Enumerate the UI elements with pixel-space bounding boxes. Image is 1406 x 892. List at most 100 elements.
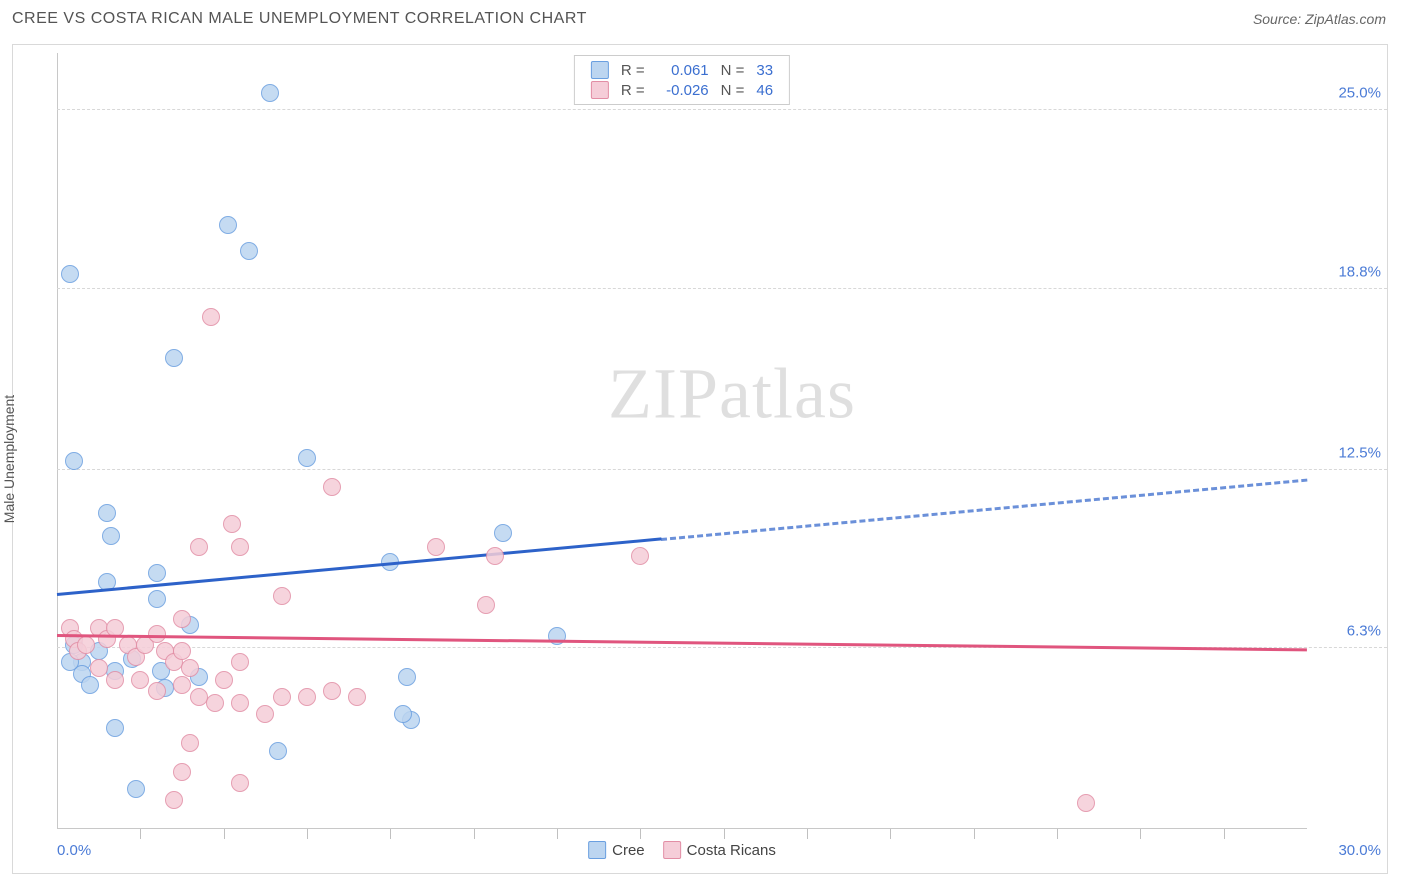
source-label: Source: (1253, 11, 1301, 27)
correlation-row: R =-0.026N =46 (585, 80, 779, 100)
legend-swatch (588, 841, 606, 859)
data-point (256, 705, 274, 723)
plot-area: ZIPatlas R =0.061N =33R =-0.026N =46 0.0… (57, 53, 1307, 829)
series-legend: Cree Costa Ricans (588, 841, 776, 859)
data-point (148, 590, 166, 608)
data-point (215, 671, 233, 689)
data-point (173, 676, 191, 694)
data-point (486, 547, 504, 565)
n-value: 46 (756, 82, 773, 99)
data-point (631, 547, 649, 565)
r-label: R = (615, 60, 651, 80)
data-point (298, 449, 316, 467)
watermark-light: atlas (719, 354, 856, 434)
legend-item: Costa Ricans (663, 841, 776, 859)
data-point (181, 659, 199, 677)
watermark: ZIPatlas (608, 353, 856, 436)
data-point (61, 265, 79, 283)
data-point (190, 688, 208, 706)
r-value: -0.026 (657, 82, 709, 99)
r-label: R = (615, 80, 651, 100)
x-max-label: 30.0% (1338, 842, 1381, 859)
data-point (219, 216, 237, 234)
trend-line (57, 538, 661, 597)
data-point (240, 242, 258, 260)
x-tick (890, 829, 891, 839)
data-point (231, 538, 249, 556)
watermark-bold: ZIP (608, 354, 719, 434)
data-point (427, 538, 445, 556)
data-point (1077, 794, 1095, 812)
legend-label: Costa Ricans (687, 842, 776, 859)
trend-line (57, 634, 1307, 651)
legend-swatch (591, 61, 609, 79)
gridline (57, 469, 1387, 470)
data-point (127, 780, 145, 798)
data-point (148, 682, 166, 700)
legend-swatch (663, 841, 681, 859)
x-axis (57, 828, 1307, 829)
data-point (173, 642, 191, 660)
data-point (223, 515, 241, 533)
data-point (131, 671, 149, 689)
y-tick-label: 6.3% (1347, 622, 1381, 639)
trend-line (661, 478, 1307, 540)
data-point (98, 504, 116, 522)
y-axis (57, 53, 58, 829)
y-tick-label: 18.8% (1338, 263, 1381, 280)
data-point (65, 452, 83, 470)
correlation-legend: R =0.061N =33R =-0.026N =46 (574, 55, 790, 105)
data-point (206, 694, 224, 712)
data-point (231, 694, 249, 712)
x-min-label: 0.0% (57, 842, 91, 859)
legend-swatch (591, 81, 609, 99)
x-tick (640, 829, 641, 839)
x-tick (1140, 829, 1141, 839)
x-tick (807, 829, 808, 839)
data-point (348, 688, 366, 706)
y-tick-label: 12.5% (1338, 444, 1381, 461)
n-label: N = (715, 60, 751, 80)
source-attribution: Source: ZipAtlas.com (1253, 11, 1386, 27)
x-tick (974, 829, 975, 839)
data-point (173, 610, 191, 628)
data-point (323, 478, 341, 496)
source-value: ZipAtlas.com (1305, 11, 1386, 27)
data-point (90, 659, 108, 677)
x-tick (474, 829, 475, 839)
data-point (106, 719, 124, 737)
data-point (81, 676, 99, 694)
r-value: 0.061 (657, 62, 709, 79)
chart-container: Male Unemployment ZIPatlas R =0.061N =33… (12, 44, 1388, 874)
x-tick (724, 829, 725, 839)
data-point (298, 688, 316, 706)
y-tick-label: 25.0% (1338, 85, 1381, 102)
data-point (77, 636, 95, 654)
data-point (102, 527, 120, 545)
data-point (181, 734, 199, 752)
data-point (273, 688, 291, 706)
correlation-row: R =0.061N =33 (585, 60, 779, 80)
x-tick (1057, 829, 1058, 839)
x-tick (390, 829, 391, 839)
chart-header: CREE VS COSTA RICAN MALE UNEMPLOYMENT CO… (0, 0, 1406, 34)
data-point (202, 308, 220, 326)
x-tick (557, 829, 558, 839)
y-axis-label: Male Unemployment (1, 395, 17, 523)
data-point (190, 538, 208, 556)
data-point (477, 596, 495, 614)
x-tick (224, 829, 225, 839)
gridline (57, 288, 1387, 289)
data-point (494, 524, 512, 542)
data-point (165, 791, 183, 809)
data-point (173, 763, 191, 781)
data-point (273, 587, 291, 605)
data-point (398, 668, 416, 686)
x-tick (307, 829, 308, 839)
data-point (148, 625, 166, 643)
data-point (323, 682, 341, 700)
data-point (261, 84, 279, 102)
legend-item: Cree (588, 841, 645, 859)
chart-title: CREE VS COSTA RICAN MALE UNEMPLOYMENT CO… (12, 10, 587, 28)
data-point (148, 564, 166, 582)
